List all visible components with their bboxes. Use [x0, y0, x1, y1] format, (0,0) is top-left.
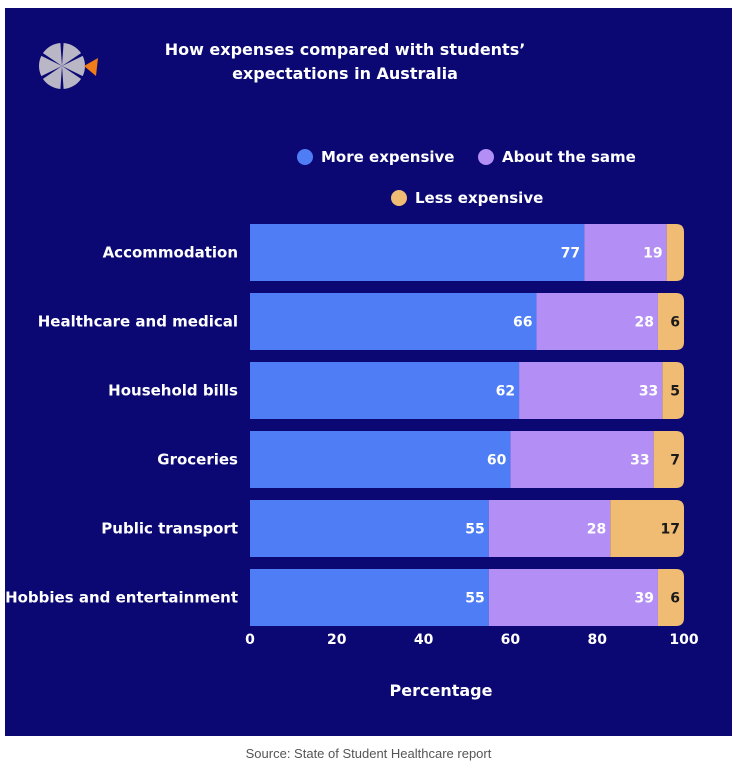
bar-segment	[510, 431, 654, 488]
bar-segment	[657, 293, 684, 350]
data-label: 19	[643, 246, 662, 262]
data-label: 6	[670, 591, 680, 607]
logo-segment	[39, 55, 62, 77]
bar-segment	[250, 293, 537, 350]
bar-segment	[666, 224, 684, 281]
tick-label: 40	[414, 632, 434, 648]
legend-swatch	[391, 190, 407, 206]
data-label: 5	[670, 384, 680, 400]
x-axis-ticks: 0 20 40 60 80 100	[245, 632, 699, 648]
category-label: Healthcare and medical	[38, 313, 238, 331]
bar-segment	[657, 569, 684, 626]
logo-segment	[62, 43, 82, 66]
category-labels: Accommodation Healthcare and medical House…	[5, 244, 238, 607]
logo-segment	[42, 66, 62, 89]
chart-title: How expenses compared with students’ exp…	[164, 40, 526, 83]
data-label: 55	[465, 522, 484, 538]
data-label: 33	[630, 453, 649, 469]
x-axis-title: Percentage	[390, 681, 493, 700]
tick-label: 80	[587, 632, 607, 648]
data-label: 28	[634, 315, 653, 331]
data-label: 6	[670, 315, 680, 331]
data-label: 39	[634, 591, 653, 607]
logo-segment	[62, 55, 85, 77]
bar-segment	[250, 224, 585, 281]
data-label: 77	[561, 246, 580, 262]
category-label: Hobbies and entertainment	[5, 589, 238, 607]
bar-segment	[653, 431, 684, 488]
legend-item-less-expensive: Less expensive	[391, 189, 543, 207]
bar-segment	[250, 500, 489, 557]
data-label: 7	[670, 453, 680, 469]
legend-label: About the same	[502, 148, 636, 166]
bar-segment	[536, 293, 658, 350]
category-label: Public transport	[101, 520, 238, 538]
bar-segment	[584, 224, 667, 281]
bar-segment	[488, 500, 611, 557]
bar-segment	[250, 569, 489, 626]
legend-swatch	[478, 149, 494, 165]
data-label: 62	[496, 384, 515, 400]
category-label: Groceries	[157, 451, 238, 469]
data-label: 28	[587, 522, 606, 538]
bar-segment	[250, 362, 520, 419]
bar-segment	[662, 362, 684, 419]
bar-segment	[610, 500, 684, 557]
legend-item-about-the-same: About the same	[478, 148, 636, 166]
data-label: 55	[465, 591, 484, 607]
legend: More expensive About the same Less expen…	[5, 148, 732, 218]
pinwheel-logo-icon	[39, 43, 98, 89]
data-label: 17	[661, 522, 680, 538]
bars-layer: 77 19 66 28 6 62 33 5 60 33 7 55 28 17 55 39 6	[250, 224, 684, 626]
category-label: Accommodation	[103, 244, 238, 262]
logo-segment	[42, 43, 62, 66]
bar-segment	[488, 569, 658, 626]
bar-segment	[519, 362, 663, 419]
data-label: 60	[487, 453, 507, 469]
tick-label: 100	[669, 632, 698, 648]
category-label: Household bills	[108, 382, 238, 400]
legend-label: More expensive	[321, 148, 455, 166]
tick-label: 0	[245, 632, 255, 648]
logo-segment	[62, 66, 82, 89]
tick-label: 60	[501, 632, 521, 648]
tick-label: 20	[327, 632, 347, 648]
legend-swatch	[297, 149, 313, 165]
legend-item-more-expensive: More expensive	[297, 148, 454, 166]
source-note: Source: State of Student Healthcare repo…	[245, 746, 492, 761]
bar-segment	[250, 431, 511, 488]
data-label: 66	[513, 315, 532, 331]
legend-label: Less expensive	[415, 189, 544, 207]
logo-accent	[84, 58, 98, 76]
data-label: 33	[639, 384, 658, 400]
